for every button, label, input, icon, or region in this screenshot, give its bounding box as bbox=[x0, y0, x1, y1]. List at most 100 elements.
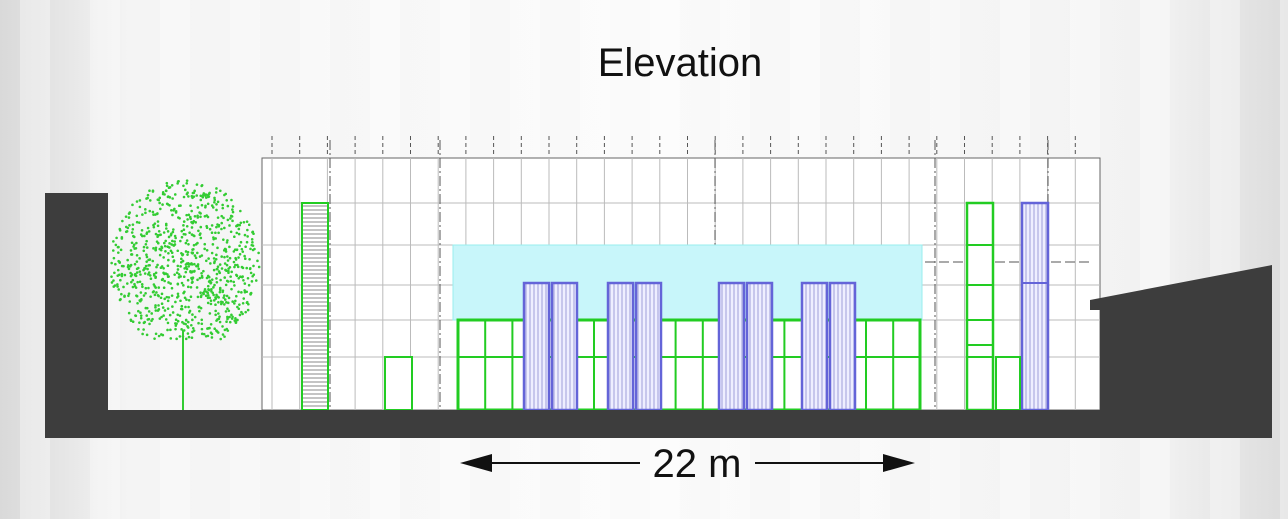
leaf-dot bbox=[165, 295, 169, 299]
leaf-dot bbox=[191, 318, 194, 322]
leaf-dot bbox=[184, 305, 187, 309]
leaf-dot bbox=[233, 284, 236, 287]
leaf-dot bbox=[231, 315, 234, 319]
leaf-dot bbox=[114, 243, 118, 247]
leaf-dot bbox=[139, 311, 142, 314]
leaf-dot bbox=[138, 321, 141, 324]
leaf-dot bbox=[148, 263, 151, 267]
leaf-dot bbox=[223, 303, 226, 306]
leaf-dot bbox=[196, 263, 200, 266]
leaf-dot bbox=[182, 284, 185, 287]
leaf-dot bbox=[198, 276, 202, 280]
leaf-dot bbox=[198, 255, 202, 258]
leaf-dot bbox=[167, 235, 171, 239]
leaf-dot bbox=[127, 212, 131, 215]
leaf-dot bbox=[171, 239, 174, 243]
leaf-dot bbox=[202, 332, 206, 336]
leaf-dot bbox=[122, 264, 125, 268]
leaf-dot bbox=[117, 288, 121, 291]
leaf-dot bbox=[186, 253, 189, 256]
leaf-dot bbox=[191, 313, 194, 316]
leaf-dot bbox=[157, 308, 161, 311]
leaf-dot bbox=[226, 255, 229, 258]
leaf-dot bbox=[217, 231, 220, 235]
leaf-dot bbox=[170, 286, 174, 290]
leaf-dot bbox=[150, 312, 154, 315]
leaf-dot bbox=[175, 271, 179, 274]
leaf-dot bbox=[171, 305, 174, 308]
leaf-dot bbox=[128, 300, 132, 303]
leaf-dot bbox=[154, 276, 157, 279]
leaf-dot bbox=[200, 322, 204, 326]
leaf-dot bbox=[229, 214, 233, 218]
leaf-dot bbox=[169, 337, 173, 340]
leaf-dot bbox=[191, 191, 195, 195]
leaf-dot bbox=[158, 201, 161, 205]
leaf-dot bbox=[245, 240, 249, 244]
leaf-dot bbox=[167, 251, 170, 255]
leaf-dot bbox=[229, 230, 233, 234]
leaf-dot bbox=[237, 227, 241, 231]
leaf-dot bbox=[243, 282, 247, 285]
leaf-dot bbox=[157, 229, 161, 233]
leaf-dot bbox=[131, 278, 135, 282]
leaf-dot bbox=[144, 242, 148, 246]
leaf-dot bbox=[228, 256, 232, 260]
leaf-dot bbox=[223, 276, 227, 279]
leaf-dot bbox=[187, 265, 190, 268]
leaf-dot bbox=[256, 259, 259, 263]
leaf-dot bbox=[214, 191, 218, 194]
leaf-dot bbox=[250, 238, 254, 241]
leaf-dot bbox=[202, 269, 205, 273]
leaf-dot bbox=[186, 285, 190, 289]
leaf-dot bbox=[186, 332, 190, 335]
leaf-dot bbox=[246, 276, 250, 280]
door bbox=[995, 356, 1021, 411]
leaf-dot bbox=[170, 294, 174, 297]
leaf-dot bbox=[199, 194, 203, 198]
leaf-dot bbox=[213, 283, 216, 287]
leaf-dot bbox=[176, 294, 180, 298]
leaf-dot bbox=[245, 266, 249, 270]
leaf-dot bbox=[147, 230, 151, 233]
leaf-dot bbox=[152, 274, 156, 277]
leaf-dot bbox=[221, 325, 224, 328]
leaf-dot bbox=[129, 249, 133, 252]
leaf-dot bbox=[207, 327, 210, 330]
leaf-dot bbox=[181, 253, 185, 256]
leaf-dot bbox=[121, 219, 124, 223]
leaf-dot bbox=[245, 290, 249, 294]
leaf-dot bbox=[134, 246, 138, 250]
leaf-dot bbox=[230, 198, 233, 202]
leaf-dot bbox=[181, 320, 184, 324]
leaf-dot bbox=[155, 265, 158, 269]
leaf-dot bbox=[226, 301, 230, 305]
leaf-dot bbox=[159, 233, 162, 236]
leaf-dot bbox=[197, 305, 201, 309]
dimension-arrow bbox=[460, 454, 915, 472]
leaf-dot bbox=[214, 258, 218, 261]
leaf-dot bbox=[190, 281, 194, 284]
leaf-dot bbox=[194, 221, 197, 224]
leaf-dot bbox=[238, 252, 242, 256]
leaf-dot bbox=[162, 286, 166, 290]
leaf-dot bbox=[185, 181, 189, 185]
leaf-dot bbox=[173, 240, 177, 243]
leaf-dot bbox=[212, 257, 216, 260]
title: Elevation bbox=[598, 41, 763, 85]
leaf-dot bbox=[223, 335, 226, 338]
leaf-dot bbox=[139, 273, 142, 276]
leaf-dot bbox=[240, 291, 243, 294]
leaf-dot bbox=[214, 309, 217, 313]
leaf-dot bbox=[113, 284, 117, 287]
leaf-dot bbox=[190, 220, 193, 224]
tree bbox=[110, 179, 261, 410]
leaf-dot bbox=[230, 313, 233, 317]
leaf-dot bbox=[142, 321, 146, 325]
leaf-dot bbox=[153, 284, 157, 288]
leaf-dot bbox=[166, 299, 170, 303]
leaf-dot bbox=[199, 291, 202, 295]
leaf-dot bbox=[186, 320, 190, 324]
leaf-dot bbox=[160, 315, 163, 319]
leaf-dot bbox=[154, 213, 157, 216]
